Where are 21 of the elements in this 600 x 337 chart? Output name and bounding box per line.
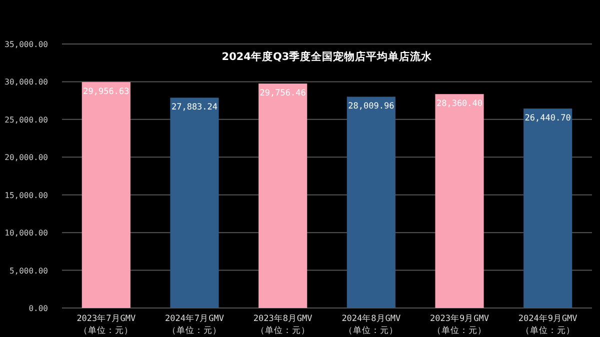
text: 2024年度Q3季度全国宠物店平均单店流水	[222, 50, 434, 63]
y-tick-label: 30,000.00	[4, 78, 48, 87]
y-tick-label: 20,000.00	[4, 153, 48, 162]
data-label: 29,756.46	[260, 88, 306, 99]
data-label: 26,440.70	[524, 114, 571, 124]
x-tick-label: 2023年7月GMV （单位：元）	[76, 313, 136, 336]
y-tick-label: 0.00	[28, 304, 48, 313]
y-tick-label: 35,000.00	[4, 40, 48, 49]
y-tick-label: 25,000.00	[4, 115, 48, 124]
x-tick-label: 2023年9月GMV （单位：元）	[430, 313, 489, 336]
x-tick-label: 2024年7月GMV （单位：元）	[165, 313, 224, 336]
y-tick-label: 10,000.00	[4, 228, 48, 238]
data-label: 28,360.40	[436, 99, 483, 110]
y-tick-label: 5,000.00	[9, 266, 48, 276]
y-tick-label: 15,000.00	[4, 190, 48, 200]
x-tick-label: 2024年9月GMV （单位：元）	[518, 313, 578, 336]
x-tick-label: 2023年8月GMV （单位：元）	[253, 313, 312, 336]
data-label: 27,883.24	[171, 102, 218, 113]
data-label: 28,009.96	[348, 102, 394, 112]
x-tick-label: 2024年8月GMV （单位：元）	[342, 313, 401, 336]
data-label: 29,956.63	[83, 87, 130, 98]
